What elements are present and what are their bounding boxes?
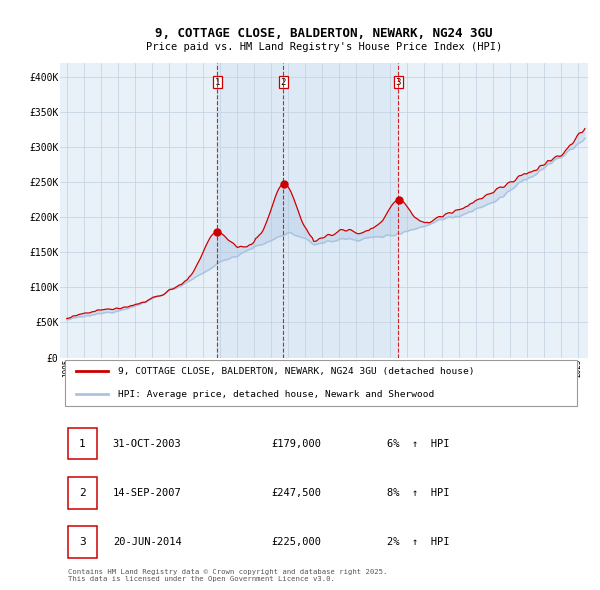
Text: 9, COTTAGE CLOSE, BALDERTON, NEWARK, NG24 3GU (detached house): 9, COTTAGE CLOSE, BALDERTON, NEWARK, NG2… [118, 367, 475, 376]
FancyBboxPatch shape [68, 428, 97, 460]
Text: HPI: Average price, detached house, Newark and Sherwood: HPI: Average price, detached house, Newa… [118, 390, 434, 399]
HPI: Average price, detached house, Newark and Sherwood: (2e+03, 8.56e+04): Average price, detached house, Newark an… [151, 294, 158, 301]
Text: 14-SEP-2007: 14-SEP-2007 [113, 488, 182, 498]
Text: £179,000: £179,000 [271, 438, 321, 448]
Text: 1: 1 [79, 438, 86, 448]
9, COTTAGE CLOSE, BALDERTON, NEWARK, NG24 3GU (detached house) [170, 286, 177, 293]
Text: £225,000: £225,000 [271, 537, 321, 547]
9, COTTAGE CLOSE, BALDERTON, NEWARK, NG24 3GU (detached house) [343, 228, 350, 235]
HPI: Average price, detached house, Newark and Sherwood: (2e+03, 5.38e+04): Average price, detached house, Newark an… [63, 316, 70, 323]
FancyBboxPatch shape [68, 526, 97, 558]
Text: 3: 3 [395, 78, 401, 87]
Text: 3: 3 [79, 537, 86, 547]
Text: 9, COTTAGE CLOSE, BALDERTON, NEWARK, NG24 3GU: 9, COTTAGE CLOSE, BALDERTON, NEWARK, NG2… [155, 27, 493, 40]
Text: £247,500: £247,500 [271, 488, 321, 498]
Line: HPI: Average price, detached house, Newark and Sherwood: HPI: Average price, detached house, Newa… [67, 138, 585, 320]
Bar [217, 63, 398, 358]
HPI: Average price, detached house, Newark and Sherwood: (2.02e+03, 2e+05): Average price, detached house, Newark an… [446, 214, 454, 221]
Text: 8%  ↑  HPI: 8% ↑ HPI [388, 488, 450, 498]
FancyBboxPatch shape [65, 359, 577, 407]
HPI: Average price, detached house, Newark and Sherwood: (2.02e+03, 1.86e+05): Average price, detached house, Newark an… [418, 223, 425, 230]
Text: 1: 1 [215, 78, 220, 87]
HPI: Average price, detached house, Newark and Sherwood: (2.01e+03, 1.69e+05): Average price, detached house, Newark an… [343, 236, 350, 243]
HPI: Average price, detached house, Newark and Sherwood: (2e+03, 6.61e+04): Average price, detached house, Newark an… [115, 307, 122, 314]
Text: 2: 2 [79, 488, 86, 498]
9, COTTAGE CLOSE, BALDERTON, NEWARK, NG24 3GU (detached house) [418, 218, 425, 225]
HPI: Average price, detached house, Newark and Sherwood: (2.03e+03, 3.13e+05): Average price, detached house, Newark an… [581, 135, 589, 142]
Text: 20-JUN-2014: 20-JUN-2014 [113, 537, 182, 547]
Text: 2%  ↑  HPI: 2% ↑ HPI [388, 537, 450, 547]
Text: 6%  ↑  HPI: 6% ↑ HPI [388, 438, 450, 448]
9, COTTAGE CLOSE, BALDERTON, NEWARK, NG24 3GU (detached house) [446, 209, 454, 217]
FancyBboxPatch shape [68, 477, 97, 509]
Text: 2: 2 [281, 78, 286, 87]
9, COTTAGE CLOSE, BALDERTON, NEWARK, NG24 3GU (detached house) [151, 293, 158, 300]
9, COTTAGE CLOSE, BALDERTON, NEWARK, NG24 3GU (detached house) [63, 315, 70, 322]
HPI: Average price, detached house, Newark and Sherwood: (2e+03, 9.79e+04): Average price, detached house, Newark an… [170, 286, 177, 293]
Line: 9, COTTAGE CLOSE, BALDERTON, NEWARK, NG24 3GU (detached house): 9, COTTAGE CLOSE, BALDERTON, NEWARK, NG2… [67, 129, 585, 319]
9, COTTAGE CLOSE, BALDERTON, NEWARK, NG24 3GU (detached house) [115, 305, 122, 312]
Text: Price paid vs. HM Land Registry's House Price Index (HPI): Price paid vs. HM Land Registry's House … [146, 42, 502, 52]
9, COTTAGE CLOSE, BALDERTON, NEWARK, NG24 3GU (detached house) [581, 125, 589, 132]
Text: 31-OCT-2003: 31-OCT-2003 [113, 438, 182, 448]
Text: Contains HM Land Registry data © Crown copyright and database right 2025.
This d: Contains HM Land Registry data © Crown c… [68, 569, 387, 582]
